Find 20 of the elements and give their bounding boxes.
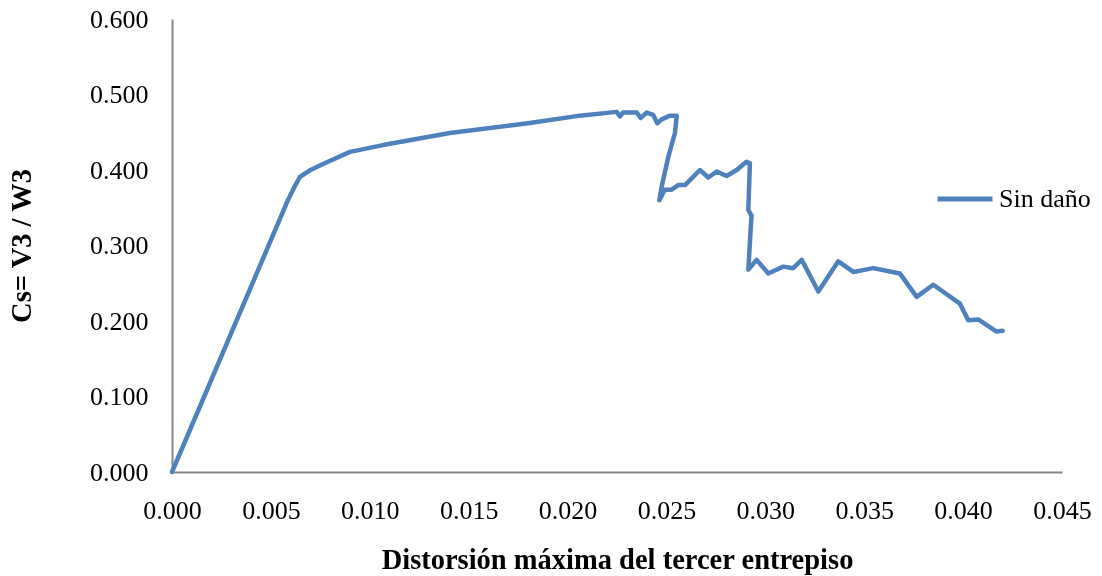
legend-label: Sin daño xyxy=(999,184,1091,213)
y-tick-label: 0.000 xyxy=(90,457,149,487)
x-tick-label: 0.040 xyxy=(934,495,993,525)
x-tick-label: 0.025 xyxy=(637,495,697,525)
x-tick-label: 0.020 xyxy=(538,495,598,525)
y-axis-title: Cs= V3 / W3 xyxy=(6,169,37,323)
y-tick-label: 0.300 xyxy=(90,231,149,260)
x-tick-label: 0.035 xyxy=(835,495,894,525)
x-tick-label: 0.015 xyxy=(439,495,499,525)
x-tick-label: 0.045 xyxy=(1033,495,1092,525)
y-tick-label: 0.100 xyxy=(90,382,149,411)
x-tick-label: 0.005 xyxy=(242,495,301,525)
x-axis-title: Distorsión máxima del tercer entrepiso xyxy=(381,543,854,575)
y-tick-label: 0.500 xyxy=(90,80,149,109)
y-tick-label: 0.600 xyxy=(90,4,149,34)
y-tick-label: 0.200 xyxy=(90,306,149,336)
x-tick-label: 0.030 xyxy=(736,495,796,525)
x-tick-label: 0.010 xyxy=(341,495,400,525)
y-tick-label: 0.400 xyxy=(90,155,149,185)
x-tick-label: 0.000 xyxy=(143,495,202,525)
